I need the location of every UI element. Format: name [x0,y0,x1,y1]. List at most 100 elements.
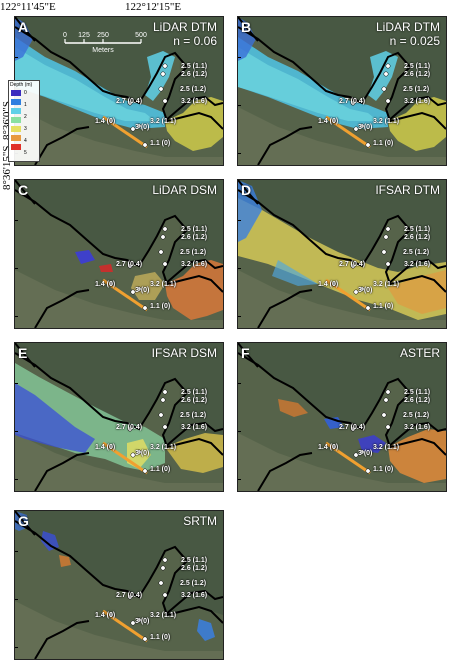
scale-tick-label: 250 [97,32,109,39]
station-marker-6 [331,444,337,450]
station-marker-3 [381,249,387,255]
panel-title-text: LiDAR DTM [152,20,217,34]
station-marker-2 [160,397,166,403]
inundation-area-4 [272,260,318,286]
station-label: 2.6 (1.2) [181,565,208,572]
inundation-area-2 [15,47,155,121]
station-marker-8 [130,620,136,626]
latitude-ticks [15,180,18,328]
station-marker-9 [365,142,371,148]
inundation-area-1 [15,37,165,129]
panel-title: LiDAR DTM n = 0.025 [376,20,440,49]
tick-mark [238,220,241,221]
panel-title-text: LiDAR DSM [152,183,217,197]
station-label: 3.2 (1.1) [373,281,400,288]
coastline-1 [15,520,223,624]
station-marker-5 [162,424,168,430]
map-panel-f: F ASTER 2.5 (1.1) 2.6 (1.2) 2.5 (1.2) 2.7 (0.… [237,342,447,492]
station-marker-9 [365,468,371,474]
legend-value: 0 [24,90,27,96]
coastline-3 [257,126,313,165]
inundation-area-2 [238,180,262,242]
land-south [238,107,446,165]
tick-mark [15,316,18,317]
bay-shoreline [387,258,446,285]
land-north [15,511,223,615]
inundation-area-3 [165,97,223,151]
land-south [15,433,223,491]
land-north [15,180,223,284]
station-label: 2.5 (1.2) [403,412,430,419]
station-label: 3 (0) [135,287,150,294]
station-label: 2.7 (0.4) [339,98,366,105]
station-label: 2.6 (1.2) [181,71,208,78]
coastline-2 [15,343,36,368]
scale-tick-label: 125 [78,32,90,39]
tick-mark [15,268,18,269]
station-label: 1.1 (0) [373,140,394,147]
aerial-map [238,17,446,165]
station-label: 2.6 (1.2) [181,234,208,241]
station-marker-5 [162,261,168,267]
station-marker-6 [108,281,114,287]
latitude-ticks [238,343,241,491]
map-panel-a: A LiDAR DTM n = 0.06 2.5 (1.1) 2.6 (1.2) 2.5 … [14,16,224,166]
coastline-2 [238,17,259,42]
inundation-area-2 [59,555,71,567]
longitude-label-east: 122°12'15"E [125,1,182,13]
station-label: 1.4 (0) [95,118,116,125]
station-marker-7 [136,123,142,129]
legend-value: 3 [24,126,27,132]
station-label: 3.2 (1.1) [150,612,177,619]
legend-swatch [11,144,21,150]
legend-swatch [11,135,21,141]
bay-shoreline [164,421,223,448]
panel-subtitle: n = 0.06 [173,33,217,48]
tick-mark [238,479,241,480]
inundation-area-4 [324,417,344,429]
station-label: 2.5 (1.1) [181,389,208,396]
legend-value: 1 [24,102,27,108]
station-label: 2.5 (1.1) [404,389,431,396]
station-marker-1 [162,557,168,563]
tick-mark [15,383,18,384]
station-marker-5 [385,424,391,430]
station-marker-6 [108,444,114,450]
station-label: 1.4 (0) [318,281,339,288]
station-label: 1.4 (0) [318,444,339,451]
tick-mark [15,551,18,552]
panel-letter: E [18,345,28,361]
tick-mark [15,220,18,221]
station-label: 3.2 (1.6) [404,261,431,268]
station-marker-6 [108,612,114,618]
coastline-2 [238,343,259,368]
station-marker-9 [365,305,371,311]
aerial-map [238,343,446,491]
latitude-ticks [238,17,241,165]
tick-mark [238,57,241,58]
legend-swatch [11,90,21,96]
station-label: 2.6 (1.2) [404,71,431,78]
station-label: 1.4 (0) [95,444,116,451]
station-marker-7 [136,617,142,623]
coastline-1 [15,26,223,130]
station-label: 2.7 (0.4) [116,592,143,599]
legend-title: Depth (m) [10,82,33,88]
station-marker-9 [142,305,148,311]
tick-mark [15,431,18,432]
station-label: 3 (0) [358,287,373,294]
legend-value: 5 [24,150,27,156]
station-marker-5 [385,98,391,104]
station-marker-1 [162,63,168,69]
panel-letter: A [18,19,29,35]
tick-mark [238,431,241,432]
land-north [238,343,446,447]
station-label: 3.2 (1.6) [404,424,431,431]
station-marker-4 [127,594,133,600]
station-marker-5 [385,261,391,267]
station-label: 2.5 (1.2) [403,249,430,256]
station-label: 3.2 (1.1) [150,444,177,451]
station-label: 2.5 (1.2) [180,412,207,419]
tick-mark [238,383,241,384]
coastline-1 [238,189,446,293]
